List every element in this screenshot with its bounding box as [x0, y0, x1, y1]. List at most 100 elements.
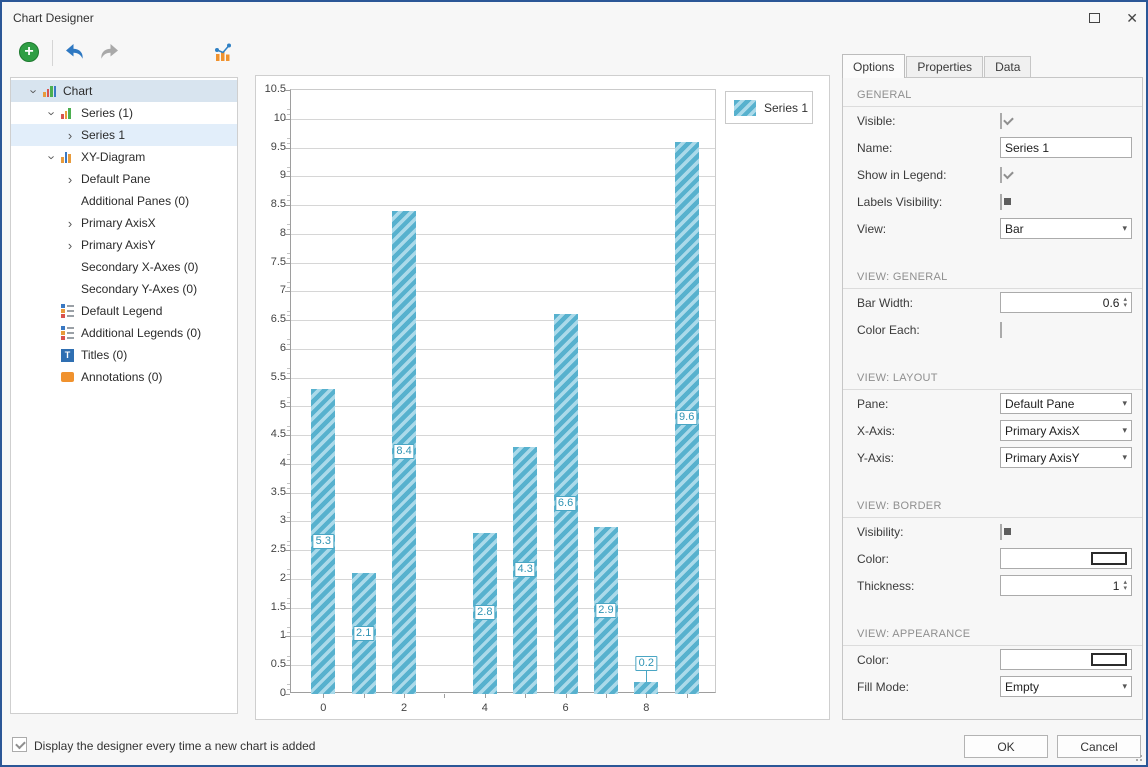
bar-value-label: 5.3	[312, 533, 334, 549]
chevron-down-icon[interactable]: ›	[26, 88, 42, 94]
y-axis-minor-tick	[287, 631, 290, 633]
tree-item-default-legend[interactable]: Default Legend	[11, 300, 237, 322]
tree-item-label: Annotations (0)	[81, 370, 163, 384]
section-header: VIEW: BORDER	[843, 489, 1142, 518]
label-leader-line	[646, 671, 648, 683]
tree-item-additional-legends-0[interactable]: Additional Legends (0)	[11, 322, 237, 344]
chevron-right-icon[interactable]: ›	[67, 171, 73, 187]
field-label: Thickness:	[857, 578, 915, 593]
x-axis-tick	[686, 694, 688, 698]
tree-item-xy-diagram[interactable]: › XY-Diagram	[11, 146, 237, 168]
tree-item-label: Additional Panes (0)	[81, 194, 190, 208]
field-label: Labels Visibility:	[857, 194, 943, 209]
y-axis-tick	[285, 463, 290, 465]
tab-properties[interactable]: Properties	[906, 56, 984, 78]
ok-button[interactable]: OK	[964, 735, 1048, 758]
y-axis-tick-label: 0.5	[270, 658, 286, 671]
gridline	[291, 521, 715, 523]
show-in-legend-checkbox[interactable]	[1000, 166, 1002, 183]
spin-down-icon[interactable]: ▾	[1123, 301, 1127, 309]
gridline	[291, 492, 715, 494]
redo-icon[interactable]	[98, 43, 120, 64]
tab-data[interactable]: Data	[984, 56, 1032, 78]
gridline	[291, 665, 715, 667]
chevron-down-icon: ▾	[1122, 223, 1127, 233]
field-label: Y-Axis:	[857, 450, 894, 465]
pane-dropdown[interactable]: Default Pane ▾	[1000, 393, 1132, 414]
y-axis-tick-label: 9	[279, 169, 286, 182]
display-designer-checkbox[interactable]	[12, 737, 27, 752]
visible-checkbox[interactable]	[1000, 112, 1002, 129]
tree-item-primary-axisx[interactable]: › Primary AxisX	[11, 212, 237, 234]
field-value: Empty	[1005, 679, 1040, 694]
chart-legend[interactable]: Series 1	[725, 91, 813, 124]
tree-item-series-1[interactable]: › Series (1)	[11, 102, 237, 124]
maximize-icon[interactable]	[1089, 13, 1101, 23]
section-header: VIEW: LAYOUT	[843, 361, 1142, 390]
spin-up-icon[interactable]: ▴	[1123, 295, 1127, 303]
y-axis-tick-label: 4.5	[270, 428, 286, 441]
name-input[interactable]: Series 1	[1000, 137, 1132, 158]
tree-item-secondary-x-axes-0[interactable]: Secondary X-Axes (0)	[11, 256, 237, 278]
plot-area: 0 0.5 1 1.5 2 2.5 3 3.5 4 4.5 5 5.5 6 6.5 7 7.5 8 8.5 9 9.5…	[265, 83, 716, 714]
tree-item-chart[interactable]: › Chart	[11, 80, 237, 102]
property-row: Pane: Default Pane ▾	[853, 390, 1132, 417]
y-axis-minor-tick	[287, 195, 290, 197]
add-chart-element-button[interactable]: +	[19, 42, 39, 62]
color-color-picker[interactable]	[1000, 548, 1132, 569]
gridline	[291, 176, 715, 178]
spin-buttons[interactable]: ▴ ▾	[1123, 295, 1127, 309]
tree-item-label: XY-Diagram	[81, 150, 146, 164]
tab-options[interactable]: Options	[842, 54, 906, 78]
color-each-checkbox[interactable]	[1000, 321, 1002, 338]
spin-up-icon[interactable]: ▴	[1123, 578, 1127, 586]
thickness-spinner[interactable]: 1 ▴ ▾	[1000, 575, 1132, 596]
y-axis-minor-tick	[287, 487, 290, 489]
undo-icon[interactable]	[64, 43, 86, 64]
bar-width-spinner[interactable]: 0.6 ▴ ▾	[1000, 292, 1132, 313]
chevron-down-icon[interactable]: ›	[44, 154, 60, 160]
chevron-right-icon[interactable]: ›	[67, 237, 73, 253]
x-axis-dropdown[interactable]: Primary AxisX ▾	[1000, 420, 1132, 441]
fill-mode-dropdown[interactable]: Empty ▾	[1000, 676, 1132, 697]
close-icon[interactable]: ✕	[1126, 10, 1138, 26]
y-axis-tick	[285, 147, 290, 149]
spin-down-icon[interactable]: ▾	[1123, 584, 1127, 592]
visibility-checkbox[interactable]	[1000, 523, 1002, 540]
bar-value-label: 2.8	[474, 605, 496, 621]
chevron-down-icon[interactable]: ›	[44, 110, 60, 116]
bar[interactable]	[634, 682, 659, 694]
spin-buttons[interactable]: ▴ ▾	[1123, 578, 1127, 592]
chevron-right-icon[interactable]: ›	[67, 127, 73, 143]
y-axis-tick	[285, 607, 290, 609]
chart-type-icon[interactable]	[213, 42, 233, 65]
color-color-picker[interactable]	[1000, 649, 1132, 670]
tree-item-additional-panes-0[interactable]: Additional Panes (0)	[11, 190, 237, 212]
title-bar[interactable]: Chart Designer ✕	[2, 2, 1146, 34]
field-label: Color Each:	[857, 322, 920, 337]
section-general: GENERAL Visible: Name: Series 1 Show in Lege…	[843, 78, 1142, 242]
labels-visibility-checkbox[interactable]	[1000, 193, 1002, 210]
y-axis-tick-label: 2	[279, 571, 286, 584]
y-axis-tick	[285, 694, 290, 695]
field-value: Primary AxisY	[1005, 450, 1080, 465]
gridline	[291, 406, 715, 408]
y-axis-dropdown[interactable]: Primary AxisY ▾	[1000, 447, 1132, 468]
tree-item-label: Default Pane	[81, 172, 151, 186]
field-value: Bar	[1005, 221, 1024, 236]
tree-item-titles-0[interactable]: T Titles (0)	[11, 344, 237, 366]
view-dropdown[interactable]: Bar ▾	[1000, 218, 1132, 239]
y-axis-tick	[285, 435, 290, 437]
resize-grip[interactable]	[1132, 751, 1142, 761]
tree-item-primary-axisy[interactable]: › Primary AxisY	[11, 234, 237, 256]
y-axis-minor-tick	[287, 545, 290, 547]
chevron-right-icon[interactable]: ›	[67, 215, 73, 231]
tree-item-secondary-y-axes-0[interactable]: Secondary Y-Axes (0)	[11, 278, 237, 300]
section-view-general: VIEW: GENERAL Bar Width: 0.6 ▴ ▾ Color Each:	[843, 260, 1142, 343]
tree-item-default-pane[interactable]: › Default Pane	[11, 168, 237, 190]
property-row: Labels Visibility:	[853, 188, 1132, 215]
tree-item-annotations-0[interactable]: Annotations (0)	[11, 366, 237, 388]
cancel-button[interactable]: Cancel	[1057, 735, 1141, 758]
y-axis-minor-tick	[287, 257, 290, 259]
tree-item-series-1[interactable]: › Series 1	[11, 124, 237, 146]
